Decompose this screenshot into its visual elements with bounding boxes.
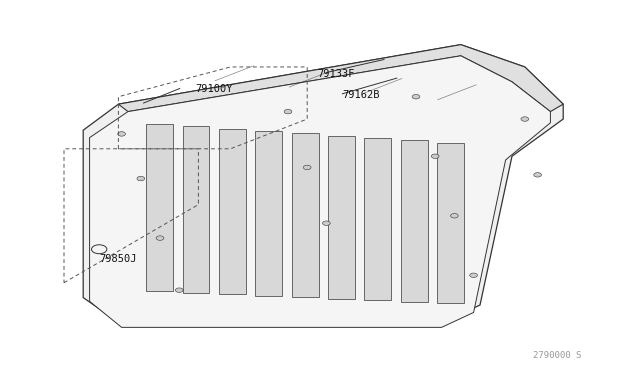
Circle shape [303,165,311,170]
Polygon shape [146,124,173,291]
Circle shape [470,273,477,278]
Polygon shape [182,126,209,292]
Text: 79133F: 79133F [317,70,355,79]
Circle shape [137,176,145,181]
Polygon shape [401,140,428,302]
Circle shape [451,214,458,218]
Circle shape [323,221,330,225]
Circle shape [431,154,439,158]
Circle shape [118,132,125,136]
Polygon shape [255,131,282,296]
Text: 79850J: 79850J [99,254,137,263]
Polygon shape [328,136,355,299]
Polygon shape [83,45,563,320]
Polygon shape [118,45,563,112]
Polygon shape [437,143,464,304]
Circle shape [175,288,183,292]
Circle shape [521,117,529,121]
Text: 79162B: 79162B [342,90,380,100]
Text: 2790000 S: 2790000 S [532,351,581,360]
Polygon shape [219,129,246,294]
Circle shape [156,236,164,240]
Text: 79100Y: 79100Y [195,84,233,94]
Circle shape [284,109,292,114]
Polygon shape [292,133,319,297]
Circle shape [534,173,541,177]
Polygon shape [364,138,391,300]
Polygon shape [90,56,550,327]
Circle shape [412,94,420,99]
